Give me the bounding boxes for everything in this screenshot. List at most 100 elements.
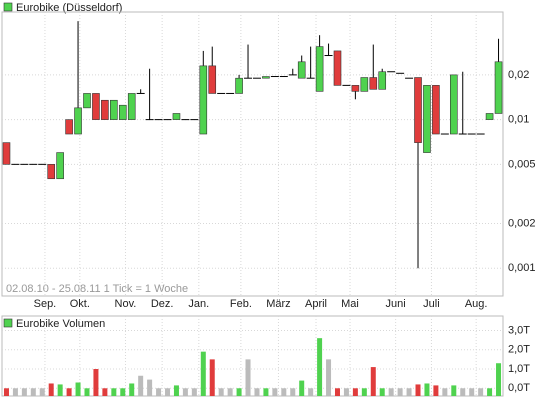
volume-bar [406, 388, 412, 396]
volume-bar [21, 388, 27, 396]
candle-body [118, 104, 127, 120]
volume-bar [469, 388, 475, 396]
candle-body [199, 65, 208, 135]
x-tick-label: Aug. [465, 298, 488, 310]
volume-bar [48, 383, 54, 396]
volume-bar [299, 380, 305, 396]
candle-body [2, 142, 11, 165]
candle-body [449, 74, 458, 135]
x-tick-label: Juli [423, 298, 440, 310]
volume-bar [227, 388, 233, 396]
volume-bar [487, 388, 493, 396]
candle-body [351, 85, 360, 92]
volume-bar [173, 385, 179, 396]
candle-body [235, 77, 243, 94]
x-tick-label: März [266, 298, 290, 310]
volume-bar [433, 385, 439, 396]
candle-body [315, 46, 324, 92]
volume-bar [129, 383, 135, 396]
volume-bar [102, 388, 108, 396]
volume-bar [460, 388, 466, 396]
chart-title: Eurobike Volumen [16, 318, 105, 330]
x-tick-label: Juni [386, 298, 406, 310]
volume-bar [326, 359, 332, 396]
volume-bar [191, 388, 197, 396]
candle-body [485, 113, 494, 120]
volume-bar [379, 388, 385, 396]
y-tick-label: 0,01 [508, 114, 529, 126]
plot-frame [1, 315, 504, 397]
candle-body [414, 77, 422, 143]
candle-body [65, 119, 73, 135]
volume-bar [496, 363, 502, 396]
y-tick-label: 3,0T [508, 324, 530, 336]
volume-bar [93, 369, 99, 396]
chart-title: Eurobike (Düsseldorf) [16, 2, 122, 14]
volume-bar [57, 384, 63, 396]
x-tick-label: Feb. [230, 298, 252, 310]
legend-swatch [3, 318, 13, 328]
candle-body [360, 77, 369, 92]
volume-bar [290, 388, 296, 396]
y-tick-label: 2,0T [508, 344, 530, 356]
x-tick-label: Jan. [188, 298, 209, 310]
volume-bar [66, 388, 72, 396]
volume-bar [218, 388, 224, 396]
candle-body [333, 50, 342, 86]
volume-bar [156, 388, 162, 396]
volume-bar [138, 375, 144, 396]
volume-bar [111, 388, 117, 396]
volume-bar [165, 388, 171, 396]
x-tick-label: April [305, 298, 327, 310]
candle-body [92, 93, 100, 120]
volume-bar [200, 351, 206, 396]
volume-bar [263, 388, 269, 396]
candle-body [101, 99, 109, 120]
volume-bar [84, 388, 90, 396]
volume-bar [182, 388, 188, 396]
volume-bar [209, 359, 215, 396]
candle-body [208, 65, 217, 94]
volume-bar [272, 388, 278, 396]
volume-bar [75, 382, 81, 396]
candle-body [172, 113, 181, 120]
y-tick-label: 0,001 [508, 262, 536, 274]
legend-swatch [3, 2, 13, 12]
volume-bar [236, 388, 242, 396]
volume-bar [317, 338, 323, 396]
x-tick-label: Okt. [70, 298, 90, 310]
volume-bar [245, 359, 251, 396]
volume-bar [3, 388, 9, 396]
volume-bar [370, 367, 376, 396]
candle-body [494, 61, 503, 114]
volume-bar [334, 388, 340, 396]
y-tick-label: 0,002 [508, 217, 536, 229]
y-tick-label: 0,0T [508, 382, 530, 394]
volume-bar [147, 379, 153, 396]
candle-body [74, 107, 82, 135]
candle-body [369, 77, 378, 90]
y-tick-label: 0,005 [508, 158, 536, 170]
volume-bar [361, 388, 367, 396]
volume-bar [388, 388, 394, 396]
volume-bar [424, 383, 430, 396]
volume-bar [397, 388, 403, 396]
volume-bar [120, 388, 126, 396]
volume-bar [451, 385, 457, 396]
volume-bar [39, 388, 45, 396]
candle-body [83, 93, 91, 109]
candle-body [127, 93, 136, 120]
volume-bar [415, 384, 421, 396]
x-tick-label: Dez. [151, 298, 174, 310]
volume-bar [254, 388, 260, 396]
volume-bar [30, 388, 36, 396]
volume-bar [12, 388, 18, 396]
y-tick-label: 1,0T [508, 363, 530, 375]
candle-body [56, 152, 64, 180]
x-tick-label: Mai [341, 298, 359, 310]
volume-bar [478, 388, 484, 396]
candle-body [423, 85, 431, 153]
candle-body [110, 99, 118, 120]
candle-body [432, 85, 440, 135]
